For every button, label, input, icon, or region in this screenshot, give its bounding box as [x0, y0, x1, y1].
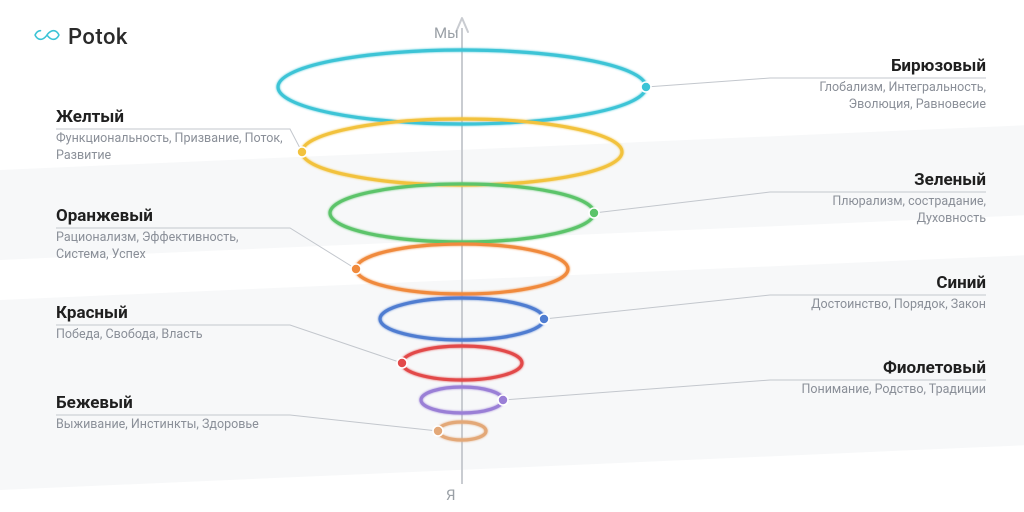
infinity-icon — [34, 22, 60, 52]
level-desc: Достоинство, Порядок, Закон — [768, 297, 986, 314]
level-title: Бирюзовый — [768, 56, 986, 76]
level-desc: Победа, Свобода, Власть — [56, 327, 290, 344]
axis-top-label: Мы — [434, 24, 459, 42]
level-orange: Оранжевый Рационализм, Эффективность, Сис… — [56, 206, 290, 264]
level-title: Зеленый — [768, 170, 986, 190]
brand-logo: Potok — [34, 22, 128, 52]
level-beige: Бежевый Выживание, Инстинкты, Здоровье — [56, 393, 290, 434]
level-desc: Понимание, Родство, Традиции — [768, 382, 986, 399]
level-desc: Рационализм, Эффективность, Система, Усп… — [56, 230, 290, 264]
level-purple: Фиолетовый Понимание, Родство, Традиции — [768, 358, 986, 399]
level-desc: Выживание, Инстинкты, Здоровье — [56, 417, 290, 434]
level-desc: Функциональность, Призвание, Поток, Разв… — [56, 131, 290, 165]
level-desc: Глобализм, Интегральность, Эволюция, Рав… — [768, 80, 986, 114]
level-title: Желтый — [56, 107, 290, 127]
level-title: Фиолетовый — [768, 358, 986, 378]
level-yellow: Желтый Функциональность, Призвание, Поток… — [56, 107, 290, 165]
level-blue: Синий Достоинство, Порядок, Закон — [768, 273, 986, 314]
level-green: Зеленый Плюрализм, сострадание, Духовност… — [768, 170, 986, 228]
brand-name: Potok — [68, 25, 128, 50]
level-title: Синий — [768, 273, 986, 293]
level-title: Красный — [56, 303, 290, 323]
level-teal: Бирюзовый Глобализм, Интегральность, Эвол… — [768, 56, 986, 114]
axis-bottom-label: Я — [446, 486, 456, 504]
level-desc: Плюрализм, сострадание, Духовность — [768, 194, 986, 228]
level-title: Оранжевый — [56, 206, 290, 226]
level-red: Красный Победа, Свобода, Власть — [56, 303, 290, 344]
level-title: Бежевый — [56, 393, 290, 413]
